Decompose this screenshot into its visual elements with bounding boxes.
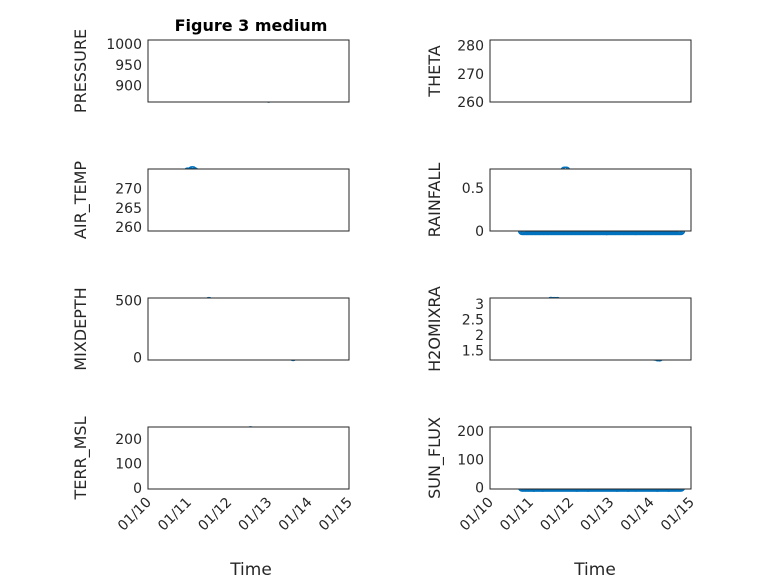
y-axis-label: SUN_FLUX xyxy=(425,417,445,499)
x-tick-label: 01/12 xyxy=(195,495,235,535)
y-tick-label: 260 xyxy=(115,220,142,236)
y-tick-label: 950 xyxy=(115,58,142,74)
x-axis-label-right: Time xyxy=(573,560,616,580)
axes-frame xyxy=(147,297,350,361)
panel-terrmsl: 0 100 200 TERR_MSL 01/10 01/11 01/12 01/13 01/14… xyxy=(71,416,356,534)
y-tick-label: 2 xyxy=(475,328,484,344)
y-axis-label: MIXDEPTH xyxy=(71,287,90,370)
panel-h2omixra: 1.522.53 H2OMIXRA xyxy=(425,286,692,372)
y-tick-label: 0 xyxy=(133,481,142,497)
axes-frame xyxy=(147,168,350,232)
x-axis-label-left: Time xyxy=(229,560,272,580)
y-axis-label: PRESSURE xyxy=(71,29,90,113)
y-tick-label: 500 xyxy=(115,293,142,309)
axes-frame xyxy=(489,297,692,361)
y-tick-label: 200 xyxy=(457,424,484,440)
y-tick-label: 200 xyxy=(115,432,142,448)
figure-title: Figure 3 medium xyxy=(175,16,328,35)
x-tick-label: 01/14 xyxy=(618,494,658,534)
y-tick-label: 0 xyxy=(133,351,142,367)
x-tick-label: 01/10 xyxy=(115,495,155,535)
y-axis-label: RAINFALL xyxy=(425,163,444,238)
axes-frame xyxy=(147,39,350,103)
y-tick-label: 280 xyxy=(457,39,484,55)
axes-frame xyxy=(489,39,692,103)
panel-theta: 260 270 280 THETA xyxy=(425,39,692,111)
panel-mixdepth: 0 500 MIXDEPTH xyxy=(71,287,350,371)
x-tick-label: 01/15 xyxy=(658,495,698,535)
y-axis-label: H2OMIXRA xyxy=(425,286,444,372)
panel-sunflux: 0 100 200 SUN_FLUX 01/10 01/11 01/12 01/13 01/14… xyxy=(425,417,698,534)
y-tick-label: 1.5 xyxy=(462,344,484,360)
x-tick-label: 01/14 xyxy=(276,494,316,534)
y-tick-label: 900 xyxy=(115,78,142,94)
x-tick-label: 01/15 xyxy=(316,495,356,535)
x-tick-label: 01/11 xyxy=(155,495,195,535)
y-tick-label: 260 xyxy=(457,95,484,111)
x-tick-label: 01/11 xyxy=(497,495,537,535)
axes-frame xyxy=(147,426,350,490)
y-axis-label: AIR_TEMP xyxy=(71,161,91,239)
panel-pressure: 900 950 1000 PRESSURE xyxy=(71,29,350,113)
x-tick-label: 01/13 xyxy=(578,495,618,535)
axes-frame xyxy=(489,168,692,232)
panel-airtemp: 260 265 270 AIR_TEMP xyxy=(71,161,350,239)
y-tick-label: 100 xyxy=(457,452,484,468)
y-tick-label: 265 xyxy=(115,201,142,217)
y-tick-label: 0 xyxy=(475,224,484,240)
x-tick-label: 01/12 xyxy=(537,495,577,535)
y-tick-label: 100 xyxy=(115,456,142,472)
y-tick-label: 0 xyxy=(475,481,484,497)
x-tick-label: 01/10 xyxy=(457,495,497,535)
y-tick-label: 270 xyxy=(457,67,484,83)
y-tick-label: 1000 xyxy=(106,37,142,53)
y-tick-label: 270 xyxy=(115,181,142,197)
axes-frame xyxy=(489,426,692,490)
x-tick-label: 01/13 xyxy=(236,495,276,535)
panel-rainfall: 0 0.5 RAINFALL xyxy=(425,163,692,240)
y-axis-label: THETA xyxy=(425,45,444,97)
y-axis-label: TERR_MSL xyxy=(71,416,91,500)
y-tick-label: 3 xyxy=(475,297,484,313)
y-tick-label: 2.5 xyxy=(462,313,484,329)
y-tick-label: 0.5 xyxy=(462,181,484,197)
